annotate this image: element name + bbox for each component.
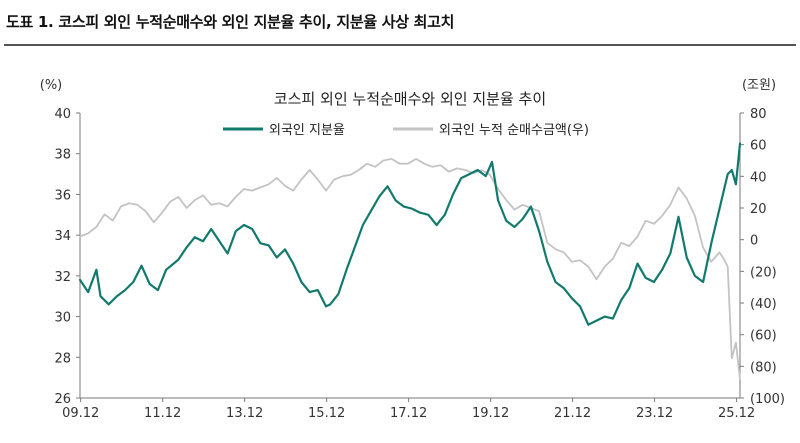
x-axis-ticks: 09.12 11.12 13.12 15.12 17.12 19.12 21.12 23.12… bbox=[62, 398, 755, 421]
right-tick-label: 20 bbox=[750, 202, 767, 217]
left-tick-label: 34 bbox=[54, 229, 71, 244]
right-axis-unit: (조원) bbox=[742, 78, 776, 93]
right-tick-label: 80 bbox=[750, 107, 767, 122]
figure-title: 도표 1. 코스피 외인 누적순매수와 외인 지분율 추이, 지분율 사상 최고… bbox=[6, 13, 455, 31]
right-tick-label: 40 bbox=[750, 170, 767, 185]
legend-label-cumulative: 외국인 누적 순매수금액(우) bbox=[439, 123, 589, 138]
legend: 외국인 지분율 외국인 누적 순매수금액(우) bbox=[223, 123, 589, 138]
left-tick-label: 26 bbox=[54, 392, 71, 407]
x-tick-label: 19.12 bbox=[472, 406, 509, 421]
legend-label-share: 외국인 지분율 bbox=[269, 123, 345, 138]
right-tick-label: (20) bbox=[750, 265, 777, 280]
series-line-cumulative-net-buying bbox=[79, 157, 741, 380]
axes bbox=[79, 113, 741, 399]
right-tick-label: (60) bbox=[750, 329, 777, 344]
header-divider bbox=[4, 44, 796, 46]
right-tick-label: (100) bbox=[750, 392, 785, 407]
right-tick-label: 60 bbox=[750, 139, 767, 154]
x-tick-label: 13.12 bbox=[226, 406, 263, 421]
left-tick-label: 36 bbox=[54, 188, 71, 203]
left-axis-ticks: 40 38 36 34 32 30 28 26 bbox=[54, 107, 80, 407]
x-tick-label: 23.12 bbox=[636, 406, 673, 421]
left-tick-label: 28 bbox=[54, 351, 71, 366]
left-tick-label: 38 bbox=[54, 148, 71, 163]
x-tick-label: 15.12 bbox=[308, 406, 345, 421]
x-tick-label: 17.12 bbox=[390, 406, 427, 421]
plot-lines bbox=[78, 142, 742, 380]
left-axis-unit: (%) bbox=[40, 78, 63, 93]
x-tick-label: 09.12 bbox=[62, 406, 99, 421]
right-tick-label: (80) bbox=[750, 360, 777, 375]
right-tick-label: 0 bbox=[750, 234, 758, 249]
series-line-foreign-share bbox=[78, 142, 742, 326]
right-tick-label: (40) bbox=[750, 297, 777, 312]
left-tick-label: 40 bbox=[54, 107, 71, 122]
chart-title: 코스피 외인 누적순매수와 외인 지분율 추이 bbox=[274, 90, 546, 108]
x-tick-label: 25.12 bbox=[718, 406, 755, 421]
x-tick-label: 21.12 bbox=[554, 406, 591, 421]
x-tick-label: 11.12 bbox=[144, 406, 181, 421]
left-tick-label: 32 bbox=[54, 270, 71, 285]
left-tick-label: 30 bbox=[54, 311, 71, 326]
figure-header: 도표 1. 코스피 외인 누적순매수와 외인 지분율 추이, 지분율 사상 최고… bbox=[0, 0, 800, 46]
right-axis-ticks: 80 60 40 20 0 (20) (40) (60) (80) (100) bbox=[740, 107, 785, 407]
